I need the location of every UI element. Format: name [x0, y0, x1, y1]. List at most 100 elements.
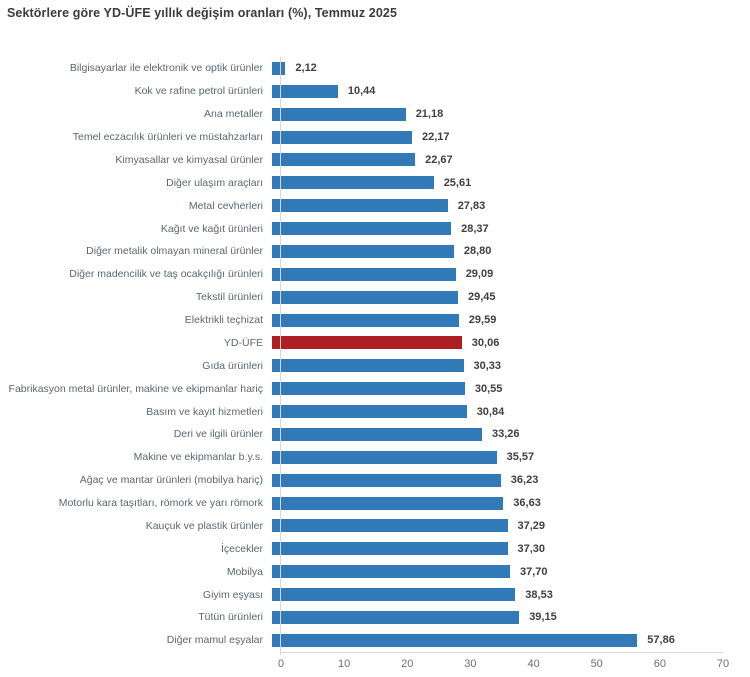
bar-zone: 22,67 [272, 149, 750, 172]
bar-zone: 30,33 [272, 354, 750, 377]
value-label: 30,33 [473, 359, 502, 372]
bar [272, 542, 508, 556]
chart-row: Giyim eşyası 38,53 [0, 583, 750, 606]
bar-zone: 29,59 [272, 309, 750, 332]
bar [272, 130, 412, 144]
bar [272, 61, 286, 75]
x-tick-label: 30 [464, 658, 477, 670]
bar [272, 405, 467, 419]
category-label: Elektrikli teçhizat [184, 314, 263, 327]
value-label: 22,67 [425, 153, 453, 166]
chart-row: Diğer metalik olmayan mineral ürünler 28,… [0, 240, 750, 263]
chart-row: Tekstil ürünleri 29,45 [0, 286, 750, 309]
value-label: 25,61 [443, 176, 472, 189]
bar [272, 588, 516, 602]
bar-zone: 39,15 [272, 606, 750, 629]
category-label: İçecekler [220, 542, 263, 555]
chart-row: Diğer mamul eşyalar 57,86 [0, 629, 750, 652]
category-label: Diğer ulaşım araçları [166, 176, 263, 189]
value-label: 30,06 [471, 336, 500, 349]
chart-title: Sektörlere göre YD-ÜFE yıllık değişim or… [7, 6, 397, 20]
bar [272, 244, 454, 258]
category-label: Diğer metalik olmayan mineral ürünler [86, 245, 263, 258]
category-label: Motorlu kara taşıtları, römork ve yarı r… [58, 497, 263, 510]
chart-row: Kimyasallar ve kimyasal ürünler 22,67 [0, 149, 750, 172]
chart-row: Motorlu kara taşıtları, römork ve yarı r… [0, 492, 750, 515]
bar-zone: 37,30 [272, 537, 750, 560]
bar [272, 427, 482, 441]
bar-zone: 27,83 [272, 194, 750, 217]
bar-zone: 29,09 [272, 263, 750, 286]
bar [272, 610, 520, 624]
chart-row: YD-ÜFE 30,06 [0, 332, 750, 355]
chart-row: Kok ve rafine petrol ürünleri 10,44 [0, 80, 750, 103]
bar [272, 313, 459, 327]
value-label: 27,83 [457, 199, 486, 212]
bar-zone: 36,63 [272, 492, 750, 515]
bar-zone: 28,80 [272, 240, 750, 263]
chart-row: Kağıt ve kağıt ürünleri 28,37 [0, 217, 750, 240]
bar [272, 359, 464, 373]
x-axis-line [281, 652, 723, 653]
value-label: 33,26 [492, 428, 520, 441]
chart-row: Basım ve kayıt hizmetleri 30,84 [0, 400, 750, 423]
bar [272, 153, 416, 167]
bar [272, 473, 501, 487]
bar-zone: 10,44 [272, 80, 750, 103]
bar [272, 107, 406, 121]
bar-zone: 33,26 [272, 423, 750, 446]
value-label: 38,53 [525, 588, 553, 601]
bar [272, 199, 448, 213]
category-label: Mobilya [226, 565, 263, 578]
chart-row: Makine ve ekipmanlar b.y.s. 35,57 [0, 446, 750, 469]
category-label: Tütün ürünleri [198, 611, 263, 624]
value-label: 37,29 [517, 519, 546, 532]
chart-row: Ana metaller 21,18 [0, 103, 750, 126]
chart-row: Metal cevherleri 27,83 [0, 194, 750, 217]
bar-zone: 38,53 [272, 583, 750, 606]
bar-zone: 29,45 [272, 286, 750, 309]
value-label: 35,57 [506, 451, 535, 464]
category-label: Deri ve ilgili ürünler [173, 428, 263, 441]
category-label: Kok ve rafine petrol ürünleri [134, 85, 263, 98]
value-label: 30,84 [476, 405, 505, 418]
category-label: Kimyasallar ve kimyasal ürünler [115, 153, 263, 166]
bar-zone: 37,70 [272, 560, 750, 583]
chart-row: Diğer madencilik ve taş ocakçılığı ürünl… [0, 263, 750, 286]
value-label: 37,30 [517, 542, 546, 555]
bar [272, 267, 456, 281]
value-label: 29,59 [468, 314, 497, 327]
bar-zone: 2,12 [272, 57, 750, 80]
bar-zone: 28,37 [272, 217, 750, 240]
bar [272, 633, 638, 647]
value-label: 39,15 [529, 611, 557, 624]
chart-row: Temel eczacılık ürünleri ve müstahzarlar… [0, 126, 750, 149]
value-label: 37,70 [520, 565, 548, 578]
category-label: YD-ÜFE [223, 336, 263, 349]
bar-zone: 22,17 [272, 126, 750, 149]
chart-row: Deri ve ilgili ürünler 33,26 [0, 423, 750, 446]
chart-row: Elektrikli teçhizat 29,59 [0, 309, 750, 332]
x-axis-ticks: 0 10 20 30 40 50 60 70 [278, 658, 729, 674]
chart-row: Gıda ürünleri 30,33 [0, 354, 750, 377]
bar-zone: 30,06 [272, 332, 750, 355]
category-label: Kağıt ve kağıt ürünleri [160, 222, 263, 235]
chart-row: Tütün ürünleri 39,15 [0, 606, 750, 629]
bar-zone: 21,18 [272, 103, 750, 126]
category-label: Diğer mamul eşyalar [166, 634, 263, 647]
value-label: 28,80 [463, 245, 492, 258]
value-label: 2,12 [295, 62, 317, 75]
chart-row: Kauçuk ve plastik ürünler 37,29 [0, 515, 750, 538]
value-label: 21,18 [415, 108, 444, 121]
value-label: 36,23 [510, 474, 539, 487]
chart-row: Fabrikasyon metal ürünler, makine ve eki… [0, 377, 750, 400]
bar-zone: 30,84 [272, 400, 750, 423]
category-label: Basım ve kayıt hizmetleri [146, 405, 263, 418]
chart-row: Diğer ulaşım araçları 25,61 [0, 171, 750, 194]
bar-zone: 25,61 [272, 171, 750, 194]
chart-row: Bilgisayarlar ile elektronik ve optik ür… [0, 57, 750, 80]
category-label: Temel eczacılık ürünleri ve müstahzarlar… [72, 131, 263, 144]
category-label: Giyim eşyası [202, 588, 263, 601]
chart-row: Mobilya 37,70 [0, 560, 750, 583]
category-label: Ana metaller [204, 108, 263, 121]
